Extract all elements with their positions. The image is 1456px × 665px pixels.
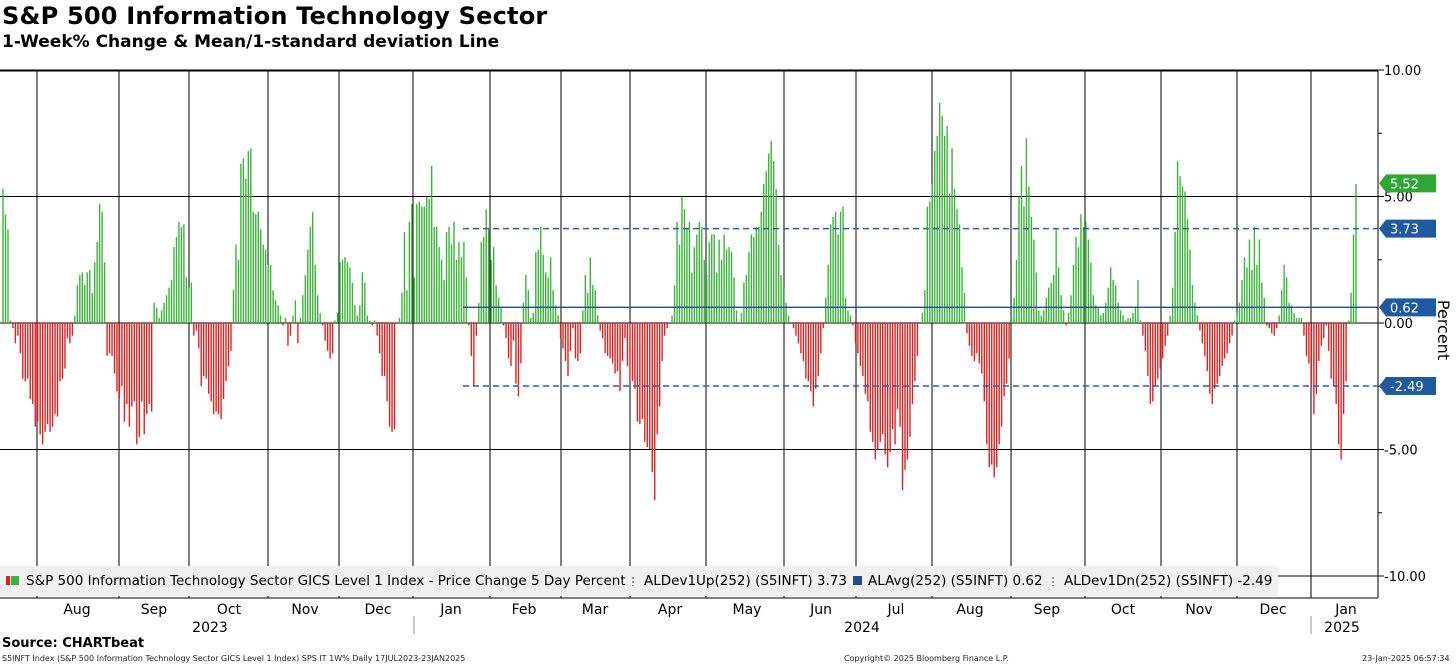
y-tick-label-2: 0.00 [1384,317,1413,332]
legend-swatch-2 [853,576,862,585]
x-month-label-13: Sep [1034,602,1061,618]
x-month-label-3: Nov [291,602,318,618]
x-month-label-5: Jan [439,602,462,618]
legend-item-3: ALDev1Dn(252) (S5INFT) -2.49 [1064,573,1272,589]
dev-up-tag: 3.73 [1379,219,1436,238]
legend-item-0: S&P 500 Information Technology Sector GI… [26,573,626,589]
x-month-label-6: Feb [512,602,537,618]
x-month-label-15: Nov [1185,602,1212,618]
legend-swatch-pos-0 [11,576,19,585]
footer-timestamp: 23-Jan-2025 06:57:34 [1362,654,1450,663]
chart-title: S&P 500 Information Technology Sector [2,2,548,30]
y-tick-label-4: -10.00 [1384,570,1426,585]
x-month-label-1: Sep [141,602,168,618]
chart-subtitle: 1-Week% Change & Mean/1-standard deviati… [2,32,500,52]
legend-swatch-neg-0 [6,576,10,585]
x-month-label-11: Jul [887,602,905,618]
footer-ticker-info: S5INFT Index (S&P 500 Information Techno… [2,654,466,663]
footer-copyright: Copyright© 2025 Bloomberg Finance L.P. [844,654,1009,663]
x-month-label-14: Oct [1111,602,1136,618]
x-month-label-8: Apr [658,602,682,618]
x-month-label-7: Mar [582,602,609,618]
x-month-label-10: Jun [809,602,832,618]
last-value-tag-label: 5.52 [1390,177,1419,192]
y-tick-label-3: -5.00 [1384,444,1418,459]
x-month-label-2: Oct [217,602,242,618]
last-value-tag-shape [1379,174,1436,193]
y-tick-label-1: 5.00 [1384,191,1413,206]
mean-tag: 0.62 [1379,298,1436,317]
legend-background [0,566,1278,596]
y-tick-label-0: 10.00 [1384,64,1421,79]
x-year-label-2: 2025 [1324,620,1360,636]
x-month-label-17: Jan [1334,602,1357,618]
x-month-label-12: Aug [956,602,983,618]
last-value-tag: 5.52 [1379,174,1436,193]
dev-up-tag-label: 3.73 [1390,223,1419,238]
dev-down-tag-shape [1379,376,1436,395]
dev-down-tag: -2.49 [1379,376,1436,395]
dev-down-tag-label: -2.49 [1390,380,1424,395]
legend-item-2: ALAvg(252) (S5INFT) 0.62 [868,573,1043,589]
legend-item-1: ALDev1Up(252) (S5INFT) 3.73 [644,573,847,589]
x-month-label-9: May [733,602,762,618]
bar-series [2,102,1357,501]
x-year-label-1: 2024 [844,620,880,636]
mean-tag-shape [1379,298,1436,317]
mean-tag-label: 0.62 [1390,301,1419,316]
x-year-label-0: 2023 [192,620,228,636]
dev-up-tag-shape [1379,219,1436,238]
x-month-label-0: Aug [63,602,90,618]
x-month-label-16: Dec [1259,602,1286,618]
x-month-label-4: Dec [364,602,391,618]
y-axis-label: Percent [1434,300,1453,360]
source-note: Source: CHARTbeat [2,636,145,651]
